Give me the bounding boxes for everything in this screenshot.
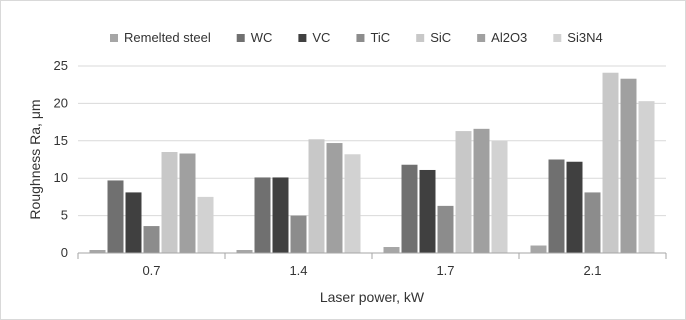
bar-al2o3-0-7 — [179, 153, 196, 253]
legend-label: Al2O3 — [491, 30, 527, 45]
bar-tic-0-7 — [143, 226, 160, 253]
y-tick-label: 25 — [54, 58, 68, 73]
y-axis-title: Roughness Ra, μm — [27, 99, 43, 219]
legend-swatch — [236, 34, 245, 42]
bar-tic-1-4 — [290, 215, 307, 253]
bar-sic-0-7 — [161, 152, 178, 253]
bar-sic-1-7 — [455, 131, 472, 253]
x-tick-label: 1.7 — [436, 263, 454, 278]
bars — [89, 72, 655, 254]
bar-remelted-steel-2-1 — [530, 245, 547, 253]
x-tick-label: 1.4 — [289, 263, 307, 278]
legend-label: SiC — [430, 30, 451, 45]
x-tick-labels: 0.7 1.4 1.7 2.1 — [142, 263, 601, 278]
legend-label: Si3N4 — [567, 30, 602, 45]
legend-label: TiC — [370, 30, 390, 45]
bar-si3n4-0-7 — [197, 196, 214, 253]
bar-remelted-steel-1-4 — [236, 250, 253, 253]
bar-wc-0-7 — [107, 180, 124, 253]
bar-al2o3-2-1 — [620, 78, 637, 253]
y-tick-labels: 0 5 10 15 20 25 — [54, 58, 68, 260]
legend-label: VC — [312, 30, 330, 45]
bar-remelted-steel-1-7 — [383, 247, 400, 253]
bar-al2o3-1-4 — [326, 143, 343, 253]
bar-vc-1-4 — [272, 177, 289, 253]
legend-swatch — [356, 34, 365, 42]
x-tick-label: 0.7 — [142, 263, 160, 278]
legend-swatch — [416, 34, 425, 42]
legend: Remelted steel WC VC TiC SiC Al2O3 Si3N4 — [110, 30, 603, 45]
legend-swatch — [477, 34, 486, 42]
legend-swatch — [110, 34, 118, 42]
bar-sic-1-4 — [308, 139, 325, 253]
bar-tic-1-7 — [437, 205, 454, 253]
bar-si3n4-1-7 — [491, 140, 508, 253]
x-tick-label: 2.1 — [583, 263, 601, 278]
y-tick-label: 0 — [61, 245, 68, 260]
y-tick-label: 20 — [54, 95, 68, 110]
bar-wc-1-7 — [401, 164, 418, 253]
bar-si3n4-1-4 — [344, 154, 361, 253]
bar-remelted-steel-0-7 — [89, 250, 106, 253]
y-tick-label: 15 — [54, 133, 68, 148]
legend-label: Remelted steel — [124, 30, 211, 45]
x-axis-title: Laser power, kW — [320, 289, 425, 305]
y-tick-label: 5 — [61, 208, 68, 223]
legend-swatch — [553, 34, 562, 42]
bar-wc-1-4 — [254, 177, 271, 253]
bar-vc-1-7 — [419, 169, 436, 253]
bar-wc-2-1 — [548, 159, 565, 253]
y-tick-label: 10 — [54, 170, 68, 185]
bar-si3n4-2-1 — [638, 101, 655, 253]
legend-swatch — [298, 34, 307, 42]
legend-label: WC — [251, 30, 273, 45]
bar-tic-2-1 — [584, 192, 601, 253]
axes — [77, 252, 667, 259]
bar-vc-2-1 — [566, 161, 583, 253]
bar-sic-2-1 — [602, 72, 619, 254]
bar-vc-0-7 — [125, 192, 142, 253]
bar-al2o3-1-7 — [473, 128, 490, 253]
